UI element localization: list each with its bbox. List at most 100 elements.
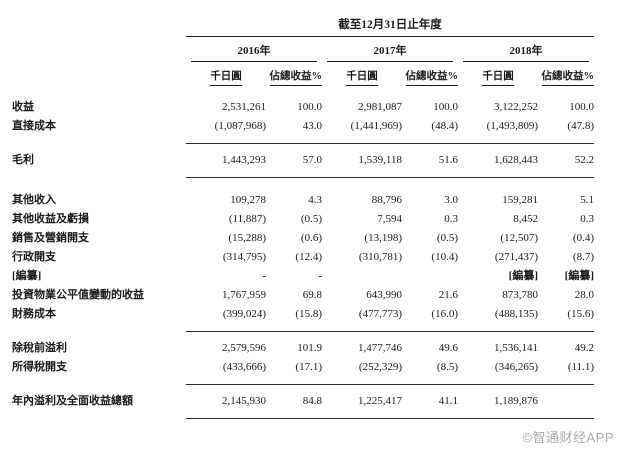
value-cell: (47.8) <box>567 120 594 132</box>
value-cell: 1,628,443 <box>494 154 538 166</box>
value-cell: 49.2 <box>574 342 594 354</box>
value-cell: 3,122,252 <box>494 101 538 113</box>
value-cell: 4.3 <box>308 194 322 206</box>
value-cell: 109,278 <box>230 194 266 206</box>
value-cell: (10.4) <box>431 251 458 263</box>
row-label: 其他收益及虧損 <box>12 213 89 225</box>
table-row: 所得稅開支 (433,666) (17.1) (252,329) (8.5) (346,2… <box>12 358 594 377</box>
spacer-cell <box>12 68 186 86</box>
table-rule <box>186 331 594 332</box>
subheader-percent-2018: 佔總收益% <box>538 68 594 86</box>
value-cell: 2,579,596 <box>222 342 266 354</box>
table-row: 直接成本 (1,087,968) 43.0 (1,441,969) (48.4) (1,4… <box>12 117 594 136</box>
value-cell: 1,767,959 <box>222 289 266 301</box>
value-cell: 7,594 <box>377 213 402 225</box>
value-cell: 1,443,293 <box>222 154 266 166</box>
value-cell: 41.1 <box>438 395 458 407</box>
value-cell: [編纂] <box>564 270 594 282</box>
value-cell: 1,189,876 <box>494 395 538 407</box>
value-cell: 1,225,417 <box>358 395 402 407</box>
row-label: 銷售及營銷開支 <box>12 232 89 244</box>
value-cell: 88,796 <box>371 194 402 206</box>
value-cell: 3.0 <box>444 194 458 206</box>
value-cell: (8.5) <box>436 361 458 373</box>
value-cell: (12,507) <box>500 232 538 244</box>
value-cell: (0.4) <box>572 232 594 244</box>
row-label: 投資物業公平值變動的收益 <box>12 289 144 301</box>
year-header-row: 2016年 2017年 2018年 <box>12 42 594 62</box>
value-cell: (310,781) <box>358 251 402 263</box>
table-rule <box>186 177 594 178</box>
value-cell: 0.3 <box>580 213 594 225</box>
value-cell: 69.8 <box>302 289 322 301</box>
table-row: 收益 2,531,261 100.0 2,981,087 100.0 3,122,252 1… <box>12 98 594 117</box>
value-cell: - <box>318 270 322 282</box>
table-row: 財務成本 (399,024) (15.8) (477,773) (16.0) (488,1… <box>12 305 594 324</box>
row-label: 收益 <box>12 101 34 113</box>
table-row: 其他收入 109,278 4.3 88,796 3.0 159,281 5.1 <box>12 191 594 210</box>
row-label: 除稅前溢利 <box>12 342 67 354</box>
value-cell: (488,135) <box>494 308 538 320</box>
value-cell <box>538 392 594 411</box>
subheader-currency-2017: 千日圓 <box>322 68 402 86</box>
table-row: 除稅前溢利 2,579,596 101.9 1,477,746 49.6 1,536,14… <box>12 332 594 358</box>
value-cell: 1,536,141 <box>494 342 538 354</box>
value-cell: 1,539,118 <box>358 154 402 166</box>
value-cell: (0.6) <box>300 232 322 244</box>
value-cell: (8.7) <box>572 251 594 263</box>
value-cell: (11.1) <box>567 361 594 373</box>
value-cell: (15,288) <box>228 232 266 244</box>
row-label: 直接成本 <box>12 120 56 132</box>
value-cell: 2,145,930 <box>222 395 266 407</box>
value-cell <box>402 267 458 286</box>
value-cell: 5.1 <box>580 194 594 206</box>
watermark: ©智通财经APP <box>522 430 614 445</box>
value-cell: 100.0 <box>569 101 594 113</box>
value-cell: - <box>262 270 266 282</box>
value-cell: 28.0 <box>574 289 594 301</box>
value-cell: 100.0 <box>297 101 322 113</box>
table-rule <box>186 143 594 144</box>
subheader-currency-2016: 千日圓 <box>186 68 266 86</box>
table-row: [編纂] - - [編纂] [編纂] <box>12 267 594 286</box>
value-cell: 101.9 <box>297 342 322 354</box>
value-cell: (314,795) <box>222 251 266 263</box>
value-cell: (1,087,968) <box>214 120 266 132</box>
table-row: 投資物業公平值變動的收益 1,767,959 69.8 643,990 21.6 873,… <box>12 286 594 305</box>
row-label: 行政開支 <box>12 251 56 263</box>
value-cell: 2,981,087 <box>358 101 402 113</box>
year-header-2018: 2018年 <box>458 42 594 62</box>
value-cell: 21.6 <box>438 289 458 301</box>
value-cell: (16.0) <box>431 308 458 320</box>
value-cell: 8,452 <box>513 213 538 225</box>
table-row: 銷售及營銷開支 (15,288) (0.6) (13,198) (0.5) (12,507… <box>12 229 594 248</box>
value-cell: (252,329) <box>358 361 402 373</box>
value-cell: (15.8) <box>295 308 322 320</box>
value-cell: (15.6) <box>567 308 594 320</box>
value-cell: (271,437) <box>494 251 538 263</box>
value-cell: 0.3 <box>444 213 458 225</box>
subheader-row: 千日圓 佔總收益% 千日圓 佔總收益% 千日圓 佔總收益% <box>12 68 594 86</box>
value-cell: (0.5) <box>300 213 322 225</box>
row-label: 毛利 <box>12 154 34 166</box>
value-cell: [編纂] <box>508 270 538 282</box>
value-cell: 52.2 <box>574 154 594 166</box>
row-label: 所得稅開支 <box>12 361 67 373</box>
table-body: 收益 2,531,261 100.0 2,981,087 100.0 3,122,252 1… <box>12 98 594 419</box>
value-cell: 159,281 <box>502 194 538 206</box>
value-cell: (0.5) <box>436 232 458 244</box>
row-label: 其他收入 <box>12 194 56 206</box>
value-cell: (1,493,809) <box>486 120 538 132</box>
year-header-2017: 2017年 <box>322 42 458 62</box>
value-cell: 57.0 <box>302 154 322 166</box>
value-cell: 49.6 <box>438 342 458 354</box>
subheader-percent-2017: 佔總收益% <box>402 68 458 86</box>
value-cell: 84.8 <box>302 395 322 407</box>
table-rule <box>186 418 594 419</box>
subheader-currency-2018: 千日圓 <box>458 68 538 86</box>
row-label: [編纂] <box>12 270 42 282</box>
income-statement-table: 截至12月31日止年度 2016年 2017年 2018年 千日圓 佔總收益% … <box>12 0 594 419</box>
value-cell: 100.0 <box>433 101 458 113</box>
value-cell: 1,477,746 <box>358 342 402 354</box>
